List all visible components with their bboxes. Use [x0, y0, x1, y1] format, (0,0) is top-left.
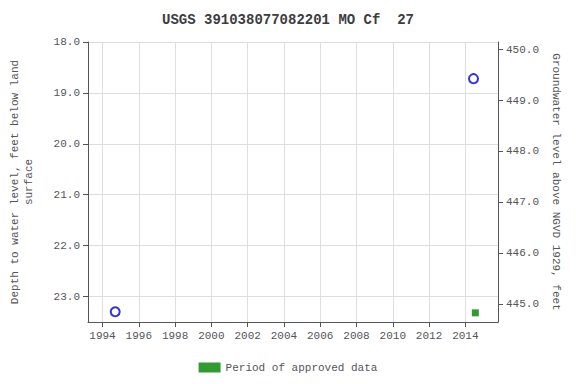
svg-text:445.0: 445.0 [506, 298, 539, 310]
svg-text:450.0: 450.0 [506, 44, 539, 56]
svg-text:2014: 2014 [452, 330, 479, 342]
svg-text:USGS 391038077082201 MO Cf 27: USGS 391038077082201 MO Cf 27 [162, 12, 414, 28]
svg-text:2004: 2004 [271, 330, 298, 342]
svg-text:449.0: 449.0 [506, 95, 539, 107]
svg-text:19.0: 19.0 [54, 87, 80, 99]
svg-text:446.0: 446.0 [506, 247, 539, 259]
svg-text:18.0: 18.0 [54, 36, 80, 48]
svg-text:1998: 1998 [162, 330, 188, 342]
svg-text:2012: 2012 [416, 330, 442, 342]
svg-text:2002: 2002 [234, 330, 260, 342]
svg-text:2008: 2008 [343, 330, 369, 342]
svg-text:447.0: 447.0 [506, 196, 539, 208]
svg-text:2006: 2006 [307, 330, 333, 342]
svg-text:21.0: 21.0 [54, 189, 80, 201]
svg-text:22.0: 22.0 [54, 240, 80, 252]
svg-text:2000: 2000 [198, 330, 224, 342]
svg-text:surface: surface [23, 159, 35, 205]
svg-text:Period of approved data: Period of approved data [226, 362, 378, 374]
svg-text:23.0: 23.0 [54, 291, 80, 303]
svg-text:1996: 1996 [126, 330, 152, 342]
svg-text:Groundwater level above NGVD 1: Groundwater level above NGVD 1929, feet [550, 53, 562, 310]
svg-text:Depth to water level, feet bel: Depth to water level, feet below land [9, 60, 21, 304]
svg-text:1994: 1994 [89, 330, 116, 342]
svg-text:20.0: 20.0 [54, 138, 80, 150]
svg-text:2010: 2010 [380, 330, 406, 342]
svg-text:448.0: 448.0 [506, 145, 539, 157]
